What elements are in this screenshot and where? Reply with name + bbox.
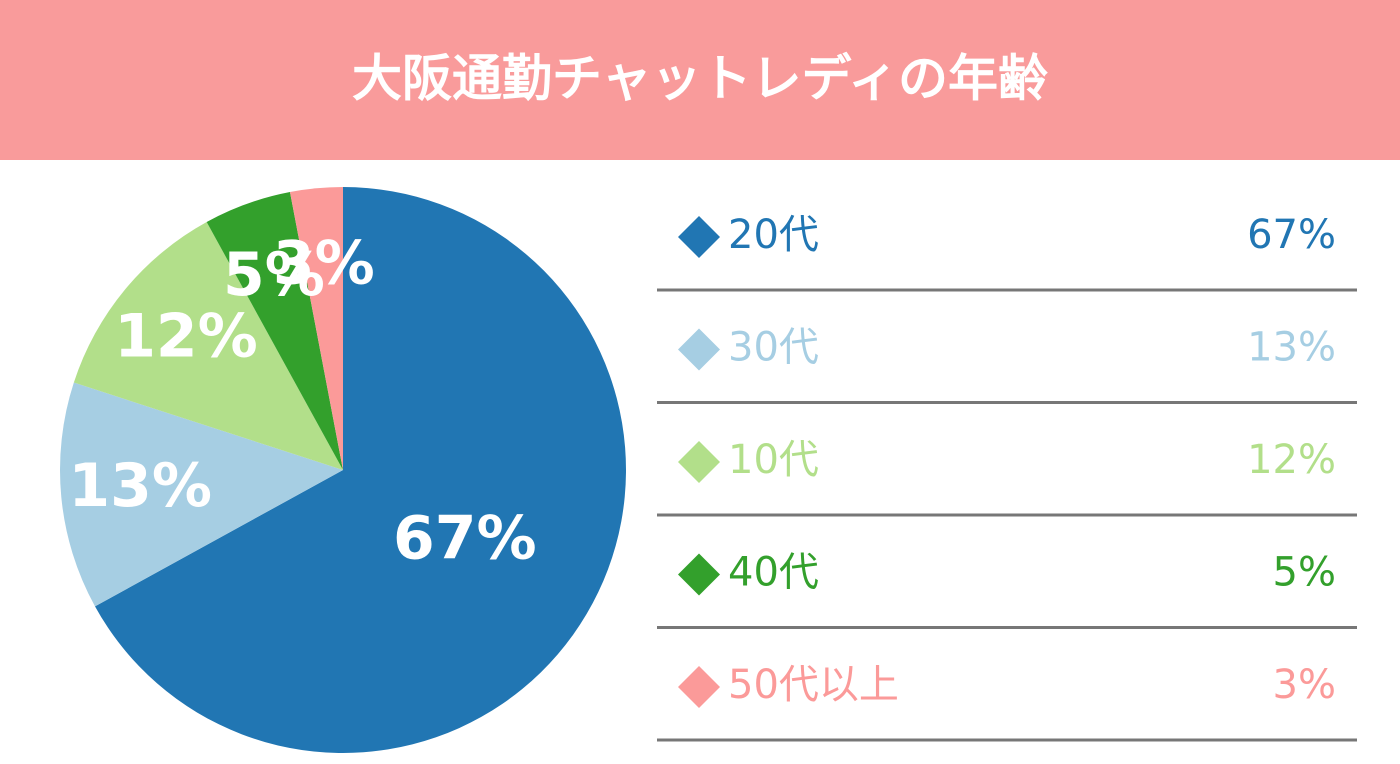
slice-label: 12% xyxy=(114,302,258,372)
pie-slice xyxy=(289,187,343,470)
header-band xyxy=(0,0,1400,160)
pie-slice xyxy=(95,187,627,753)
legend-category: 50代以上 xyxy=(728,662,899,708)
slice-label: 5% xyxy=(223,240,325,310)
legend-diamond xyxy=(678,216,720,258)
legend-diamond xyxy=(678,441,720,483)
slice-label: 67% xyxy=(393,504,537,574)
pie-slice xyxy=(73,222,343,470)
legend-value: 3% xyxy=(1273,662,1336,708)
legend-category: 20代 xyxy=(728,212,819,258)
chart-title: 大阪通勤チャットレディの年齢 xyxy=(352,50,1048,108)
legend-value: 5% xyxy=(1273,550,1336,596)
legend-value: 13% xyxy=(1247,325,1336,371)
legend-category: 10代 xyxy=(728,437,819,483)
pie-slice xyxy=(59,382,343,607)
slice-label: 13% xyxy=(68,451,212,521)
slice-label: 3% xyxy=(273,229,375,299)
legend-diamond xyxy=(678,666,720,708)
legend-diamond xyxy=(678,553,720,596)
legend-value: 12% xyxy=(1247,437,1336,483)
legend-value: 67% xyxy=(1247,212,1336,258)
legend-diamond xyxy=(678,328,720,371)
pie-slice xyxy=(206,192,343,471)
legend-category: 40代 xyxy=(728,550,819,596)
legend-category: 30代 xyxy=(728,325,819,371)
